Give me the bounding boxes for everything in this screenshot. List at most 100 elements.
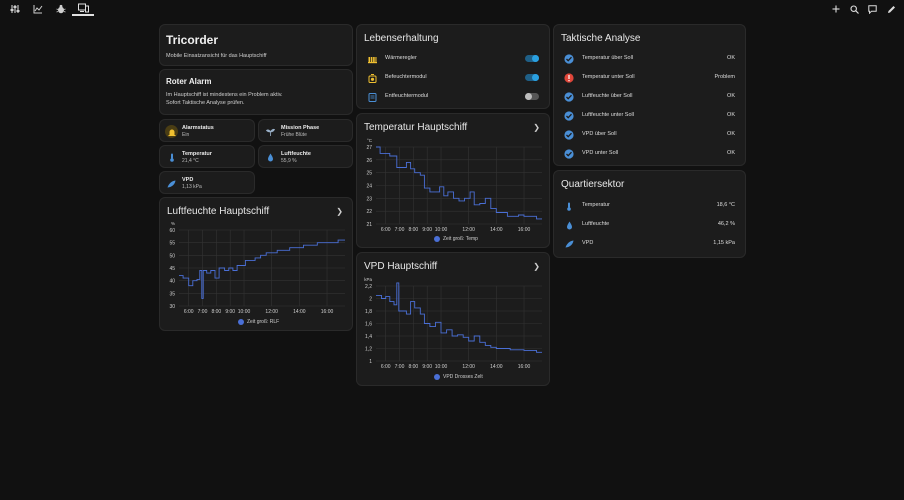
- chevron-right-icon[interactable]: ❯: [336, 207, 343, 216]
- x-tick-label: 14:00: [490, 227, 503, 233]
- y-tick-label: 40: [169, 279, 175, 285]
- analysis-row[interactable]: Luftfeuchte unter Soll OK: [560, 107, 739, 125]
- analysis-name: Temperatur unter Soll: [582, 74, 635, 80]
- sensor-row[interactable]: VPD 1,15 kPa: [560, 235, 739, 253]
- analysis-row[interactable]: Luftfeuchte über Soll OK: [560, 88, 739, 106]
- analysis-row[interactable]: VPD über Soll OK: [560, 126, 739, 144]
- y-tick-label: 30: [169, 304, 175, 310]
- devices-icon: [77, 3, 89, 13]
- chart-title: Luftfeuchte Hauptschiff: [167, 206, 270, 217]
- x-tick-label: 7:00: [395, 227, 405, 233]
- x-tick-label: 10:00: [435, 364, 448, 370]
- toggle-switch[interactable]: [525, 74, 539, 81]
- thermometer-icon: [563, 200, 575, 212]
- bug-icon: [56, 4, 66, 14]
- humidifier-icon: [366, 72, 378, 84]
- alarm-light-icon: [165, 125, 178, 138]
- analysis-value: OK: [727, 93, 735, 99]
- x-tick-label: 16:00: [518, 227, 531, 233]
- tab-controls[interactable]: [4, 2, 26, 16]
- taktische-analyse-card: Taktische Analyse Temperatur über Soll OK…: [553, 24, 746, 166]
- entity-row[interactable]: Befeuchtermodul: [363, 69, 543, 87]
- y-tick-label: 24: [366, 184, 372, 190]
- entity-row[interactable]: Wärmeregler: [363, 50, 543, 68]
- legend-label: Zeit groß: RLF: [247, 319, 280, 325]
- legend-color-dot: [238, 319, 244, 325]
- sensor-row[interactable]: Luftfeuchte 46,2 %: [560, 216, 739, 234]
- humidity-chart: 30 35 40 45 50 55 60% 6:00 7:00 8:00 9:00 10:00 12:0…: [169, 221, 345, 315]
- toggle-switch[interactable]: [525, 93, 539, 100]
- tile-alarmstatus[interactable]: Alarmstatus Ein: [159, 119, 255, 142]
- y-tick-label: 55: [169, 241, 175, 247]
- chart-title: VPD Hauptschiff: [364, 261, 438, 272]
- chart-legend[interactable]: Zeit groß: RLF: [238, 319, 279, 325]
- x-tick-label: 6:00: [381, 364, 391, 370]
- humidity-chart-card[interactable]: Luftfeuchte Hauptschiff ❯ 30 35 40 45 50 55 60…: [159, 197, 353, 331]
- tab-debug[interactable]: [50, 2, 72, 16]
- top-toolbar: [0, 0, 904, 18]
- card-title: Quartiersektor: [561, 179, 625, 190]
- assist-button[interactable]: [865, 2, 879, 16]
- y-tick-label: 45: [169, 266, 175, 272]
- x-tick-label: 9:00: [225, 309, 235, 315]
- temperature-chart-card[interactable]: Temperatur Hauptschiff ❯ 21 22 23 24 25 26 27 °…: [356, 113, 550, 248]
- y-unit-label: °C: [367, 138, 373, 143]
- tile-temperatur[interactable]: Temperatur 21,4 °C: [159, 145, 255, 168]
- sensor-name: VPD: [582, 240, 594, 246]
- sensor-value: 1,15 kPa: [713, 240, 735, 246]
- x-tick-label: 16:00: [321, 309, 334, 315]
- vpd-chart-card[interactable]: VPD Hauptschiff ❯ 1 1,2 1,4 1,6 1,8 2 2,2 kPa 6:…: [356, 252, 550, 386]
- tile-state: Ein: [182, 132, 190, 138]
- legend-color-dot: [434, 236, 440, 242]
- check-circle-icon: [563, 53, 575, 65]
- x-tick-label: 6:00: [184, 309, 194, 315]
- y-tick-label: 2: [369, 297, 372, 303]
- toggle-switch[interactable]: [525, 55, 539, 62]
- check-circle-icon: [563, 110, 575, 122]
- y-tick-label: 50: [169, 253, 175, 259]
- tab-devices[interactable]: [72, 2, 94, 16]
- sensor-value: 46,2 %: [717, 221, 735, 227]
- tile-luftfeuchte[interactable]: Luftfeuchte 55,9 %: [258, 145, 353, 168]
- card-title: Taktische Analyse: [561, 33, 641, 44]
- y-tick-label: 2,2: [365, 284, 372, 290]
- analysis-row[interactable]: Temperatur über Soll OK: [560, 50, 739, 68]
- analysis-row[interactable]: Temperatur unter Soll Problem: [560, 69, 739, 87]
- tab-history[interactable]: [27, 2, 49, 16]
- analysis-value: OK: [727, 112, 735, 118]
- sensor-row[interactable]: Temperatur 18,6 °C: [560, 197, 739, 215]
- chevron-right-icon[interactable]: ❯: [533, 262, 540, 271]
- y-tick-label: 35: [169, 291, 175, 297]
- y-tick-label: 25: [366, 171, 372, 177]
- x-tick-label: 12:00: [462, 364, 475, 370]
- tile-vpd[interactable]: VPD 1,13 kPa: [159, 171, 255, 194]
- search-icon: [849, 4, 859, 14]
- chevron-right-icon[interactable]: ❯: [533, 123, 540, 132]
- analysis-name: Temperatur über Soll: [582, 55, 634, 61]
- water-drop-icon: [264, 151, 277, 164]
- search-button[interactable]: [847, 2, 861, 16]
- tile-mission-phase[interactable]: Mission Phase Frühe Blüte: [258, 119, 353, 142]
- series-line: [179, 239, 345, 299]
- y-tick-label: 1,2: [365, 347, 372, 353]
- y-unit-label: kPa: [364, 277, 372, 282]
- tile-state: Frühe Blüte: [281, 132, 307, 138]
- entity-name: Wärmeregler: [385, 55, 417, 61]
- edit-button[interactable]: [884, 2, 898, 16]
- legend-label: VPD Drosses Zelt: [443, 374, 483, 380]
- check-circle-icon: [563, 148, 575, 160]
- analysis-name: Luftfeuchte unter Soll: [582, 112, 634, 118]
- y-tick-label: 27: [366, 145, 372, 151]
- sensor-value: 18,6 °C: [716, 202, 735, 208]
- entity-row[interactable]: Entfeuchtermodul: [363, 88, 543, 106]
- analysis-name: VPD über Soll: [582, 131, 617, 137]
- leaf-icon: [165, 177, 178, 190]
- x-tick-label: 16:00: [518, 364, 531, 370]
- analysis-row[interactable]: VPD unter Soll OK: [560, 145, 739, 163]
- chart-legend[interactable]: VPD Drosses Zelt: [434, 374, 483, 380]
- add-button[interactable]: [829, 2, 843, 16]
- legend-color-dot: [434, 374, 440, 380]
- chart-legend[interactable]: Zeit groß: Temp: [434, 236, 478, 242]
- analysis-name: Luftfeuchte über Soll: [582, 93, 633, 99]
- x-tick-label: 9:00: [422, 364, 432, 370]
